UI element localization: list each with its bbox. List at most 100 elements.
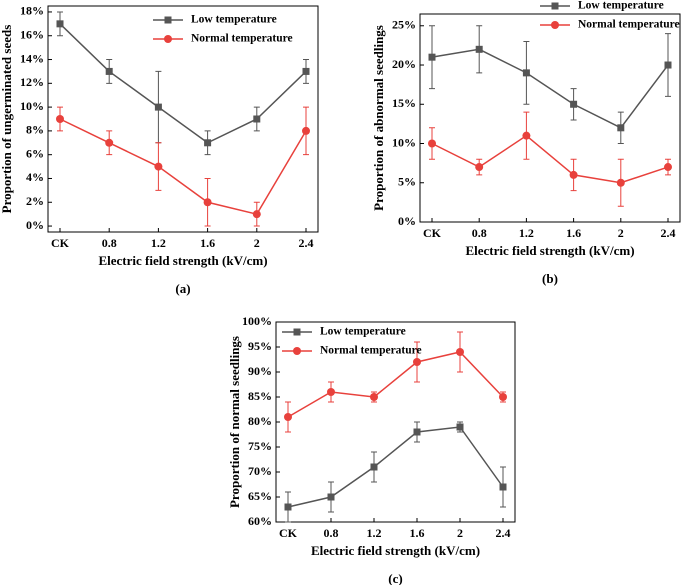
- legend-marker: [551, 2, 559, 10]
- x-tick-label: 1.2: [519, 226, 534, 240]
- legend-marker: [293, 347, 301, 355]
- y-tick-label: 12%: [20, 75, 44, 89]
- series-line: [59, 23, 307, 144]
- legend-label: Normal temperature: [191, 33, 293, 45]
- x-tick-label: 0.8: [472, 226, 487, 240]
- y-tick-label: 60%: [248, 514, 272, 528]
- x-tick-label: 1.2: [151, 236, 166, 250]
- x-axis-label: Electric field strength (kV/cm): [311, 543, 480, 558]
- legend-marker: [293, 328, 301, 336]
- y-tick-label: 100%: [242, 314, 272, 328]
- marker: [570, 100, 578, 108]
- x-tick-label: 2.4: [299, 236, 314, 250]
- x-tick-label: CK: [423, 226, 442, 240]
- legend-label: Normal temperature: [578, 19, 680, 31]
- y-tick-label: 0%: [26, 218, 44, 232]
- marker: [327, 388, 335, 396]
- x-tick-label: 2.4: [661, 226, 676, 240]
- marker: [428, 53, 436, 61]
- marker: [154, 162, 163, 171]
- marker: [204, 139, 212, 147]
- series-line: [431, 48, 669, 129]
- legend-marker: [164, 16, 172, 24]
- marker: [664, 61, 672, 69]
- marker: [284, 503, 292, 511]
- marker: [499, 483, 507, 491]
- y-tick-label: 15%: [392, 96, 416, 110]
- x-tick-label: CK: [51, 236, 70, 250]
- marker: [522, 69, 530, 77]
- x-tick-label: 1.6: [410, 526, 425, 540]
- marker: [522, 131, 531, 140]
- y-tick-label: 6%: [26, 146, 44, 160]
- y-tick-label: 14%: [20, 51, 44, 65]
- y-tick-label: 2%: [26, 194, 44, 208]
- y-tick-label: 18%: [20, 4, 44, 18]
- marker: [252, 210, 261, 219]
- marker: [154, 103, 162, 111]
- chart: 0% 5% 10% 15% 20% 25% CK 0.8 1.2 1.6 2 2.4 Electric …: [371, 0, 681, 286]
- y-tick-label: 95%: [248, 339, 272, 353]
- marker: [456, 348, 464, 356]
- y-axis-label: Proportion of abnormal seedlings: [371, 25, 386, 211]
- marker: [413, 358, 421, 366]
- y-tick-label: 0%: [398, 214, 416, 228]
- caption: (b): [542, 271, 558, 286]
- caption: (c): [388, 571, 402, 585]
- y-tick-label: 25%: [392, 18, 416, 32]
- y-tick-label: 80%: [248, 414, 272, 428]
- marker: [413, 428, 421, 436]
- marker: [499, 393, 507, 401]
- marker: [569, 170, 578, 179]
- legend-label: Low temperature: [191, 14, 277, 26]
- x-tick-label: 2.4: [496, 526, 511, 540]
- x-tick-label: 0.8: [324, 526, 339, 540]
- marker: [105, 138, 114, 147]
- y-tick-label: 65%: [248, 489, 272, 503]
- chart: 0% 2% 4% 6% 8% 10% 12% 14% 16% 18% CK 0.8 1.2 1.6 2 2.4…: [0, 4, 319, 296]
- x-tick-label: CK: [279, 526, 298, 540]
- y-tick-label: 20%: [392, 57, 416, 71]
- marker: [284, 413, 292, 421]
- caption: (a): [175, 281, 190, 296]
- x-tick-label: 1.2: [367, 526, 382, 540]
- plot-frame: [47, 5, 319, 233]
- x-tick-label: 1.6: [200, 236, 215, 250]
- marker: [456, 423, 464, 431]
- legend-label: Low temperature: [578, 0, 664, 12]
- marker: [370, 393, 378, 401]
- marker: [664, 163, 672, 172]
- y-tick-label: 85%: [248, 389, 272, 403]
- chart: 60% 65% 70% 75% 80% 85% 90% 95% 100% CK 0.8 1.2 1.6 2…: [227, 314, 516, 585]
- plot-frame: [419, 13, 681, 223]
- legend-label: Normal temperature: [320, 345, 422, 357]
- series-line: [287, 351, 504, 418]
- y-tick-label: 16%: [20, 27, 44, 41]
- x-tick-label: 0.8: [102, 236, 117, 250]
- marker: [428, 139, 436, 148]
- y-tick-label: 70%: [248, 464, 272, 478]
- x-axis-label: Electric field strength (kV/cm): [465, 243, 634, 258]
- legend-label: Low temperature: [320, 326, 406, 338]
- x-tick-label: 1.6: [566, 226, 581, 240]
- marker: [616, 178, 625, 187]
- marker: [105, 67, 113, 75]
- marker: [327, 493, 335, 501]
- marker: [56, 115, 64, 123]
- series-line: [287, 426, 504, 508]
- y-tick-label: 75%: [248, 439, 272, 453]
- legend-marker: [551, 21, 559, 29]
- y-tick-label: 8%: [26, 123, 44, 137]
- marker: [253, 115, 261, 123]
- marker: [475, 45, 483, 53]
- marker: [203, 198, 212, 207]
- legend-marker: [164, 35, 172, 43]
- y-tick-label: 5%: [398, 175, 416, 189]
- series-line: [431, 134, 669, 184]
- x-tick-label: 2: [457, 526, 463, 540]
- marker: [302, 67, 310, 75]
- x-tick-label: 2: [254, 236, 260, 250]
- marker: [475, 163, 484, 172]
- x-axis-label: Electric field strength (kV/cm): [98, 253, 267, 268]
